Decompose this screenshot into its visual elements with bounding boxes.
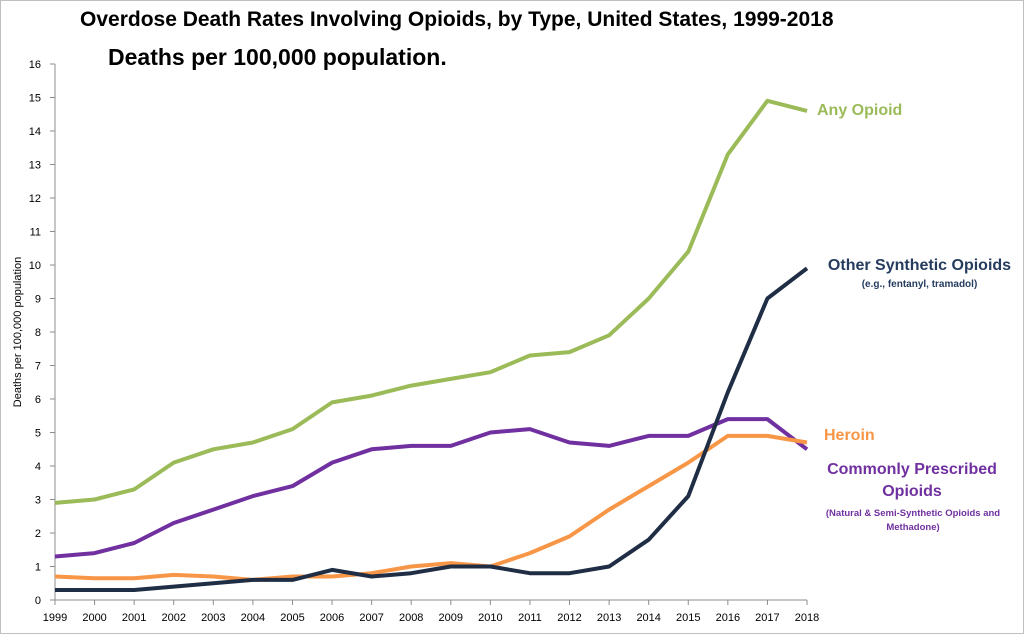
series-line-other-synthetic-opioids	[55, 266, 809, 592]
x-tick-label: 2014	[636, 612, 660, 624]
y-tick-label: 6	[35, 394, 41, 406]
series-line-commonly-prescribed-opioids	[54, 417, 809, 559]
y-tick-label: 11	[30, 227, 41, 239]
x-tick-label: 2004	[241, 612, 265, 624]
x-tick-label: 2017	[755, 612, 779, 624]
series-layer	[54, 98, 809, 592]
series-line-heroin	[54, 433, 808, 582]
x-tick-label: 2001	[122, 612, 146, 624]
x-tick-label: 2003	[201, 612, 225, 624]
y-tick-label: 0	[35, 595, 41, 607]
x-tick-label: 2006	[320, 612, 344, 624]
chart-subtitle: Deaths per 100,000 population.	[108, 44, 447, 70]
x-tick-label: 1999	[43, 612, 67, 624]
y-tick-label: 15	[29, 93, 41, 105]
y-tick-label: 14	[29, 126, 41, 138]
x-tick-label: 2018	[795, 612, 819, 624]
series-label-any-opioid: Any Opioid	[817, 102, 903, 119]
x-tick-label: 2015	[676, 612, 700, 624]
x-tick-label: 2005	[280, 612, 304, 624]
x-tick-label: 2009	[439, 612, 463, 624]
series-line-any-opioid	[54, 98, 808, 505]
x-tick-label: 2012	[557, 612, 581, 624]
y-tick-label: 12	[29, 193, 41, 205]
x-tick-label: 2008	[399, 612, 423, 624]
y-tick-label: 5	[35, 428, 41, 440]
y-tick-label: 9	[35, 294, 41, 306]
x-tick-label: 2007	[359, 612, 383, 624]
y-tick-label: 10	[29, 260, 41, 272]
y-tick-label: 2	[35, 528, 41, 540]
y-tick-label: 13	[29, 160, 41, 172]
x-tick-label: 2010	[478, 612, 502, 624]
series-label-heroin: Heroin	[824, 427, 875, 444]
y-tick-label: 7	[35, 361, 41, 373]
y-tick-label: 16	[29, 59, 41, 71]
y-tick-label: 8	[35, 327, 41, 339]
series-note-other-synthetic: (e.g., fentanyl, tramadol)	[861, 279, 978, 290]
x-tick-label: 2011	[518, 612, 542, 624]
x-tick-label: 2016	[716, 612, 740, 624]
chart-title: Overdose Death Rates Involving Opioids, …	[80, 8, 834, 31]
x-tick-label: 2013	[597, 612, 621, 624]
y-tick-label: 4	[35, 461, 41, 473]
series-label-other-synthetic: Other Synthetic Opioids	[827, 257, 1012, 274]
y-tick-label: 1	[35, 562, 41, 574]
y-axis-label: Deaths per 100,000 population	[12, 257, 24, 407]
x-tick-label: 2000	[82, 612, 106, 624]
series-label-commonly-prescribed: Commonly Prescribed Opioids	[827, 461, 997, 500]
y-tick-label: 3	[35, 495, 41, 507]
series-note-commonly-prescribed: (Natural & Semi-Synthetic Opioids and Me…	[825, 508, 1001, 533]
x-tick-label: 2002	[161, 612, 185, 624]
